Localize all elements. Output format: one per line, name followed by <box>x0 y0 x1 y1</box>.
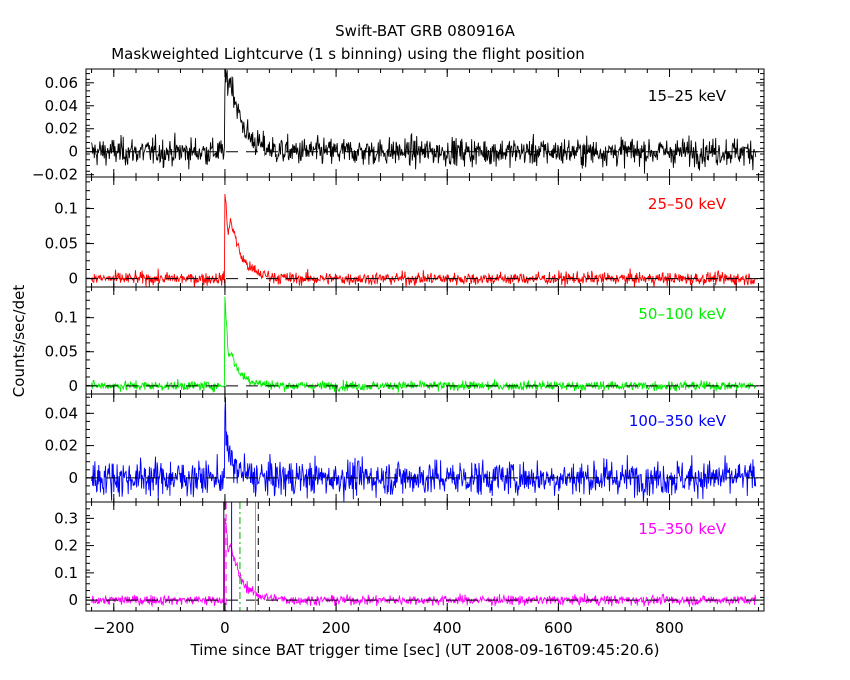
y-tick-label: 0.06 <box>45 74 78 92</box>
y-tick-label: 0.3 <box>54 509 78 527</box>
band-label: 15–350 keV <box>638 520 726 538</box>
y-tick-label: 0.1 <box>54 564 78 582</box>
panel-5: 0 0.1 0.2 0.3 15–350 keV <box>54 501 765 612</box>
y-tick-label: 0.04 <box>45 404 78 422</box>
series-line-5 <box>91 518 757 608</box>
series-line-3 <box>91 296 757 393</box>
y-tick-label: 0.2 <box>54 537 78 555</box>
panel-1: −0.02 0 0.02 0.04 0.06 15–25 keV <box>32 68 765 184</box>
panels: −0.02 0 0.02 0.04 0.06 15–25 keV 0 0.05 0.1 25–50… <box>32 68 765 612</box>
x-tick-label: 200 <box>322 619 351 637</box>
series-line-2 <box>91 194 756 288</box>
x-tick-label: 600 <box>544 619 573 637</box>
y-tick-label: 0.1 <box>54 309 78 327</box>
panel-2: 0 0.05 0.1 25–50 keV <box>45 176 765 288</box>
series-line-4 <box>91 397 757 503</box>
x-tick-label: −200 <box>93 619 134 637</box>
chart-title: Swift-BAT GRB 080916A <box>335 22 515 40</box>
x-tick-label: 0 <box>220 619 230 637</box>
y-tick-label: 0.05 <box>45 343 78 361</box>
chart-subtitle: Maskweighted Lightcurve (1 s binning) us… <box>111 45 585 63</box>
y-axis-label: Counts/sec/det <box>10 285 28 398</box>
x-axis-ticks: −200 0 200 400 600 800 <box>93 619 684 637</box>
band-label: 100–350 keV <box>629 412 727 430</box>
y-tick-label: 0.04 <box>45 97 78 115</box>
x-tick-label: 400 <box>433 619 462 637</box>
y-tick-label: 0.02 <box>45 120 78 138</box>
y-tick-label: 0.05 <box>45 235 78 253</box>
panel-4: 0 0.02 0.04 100–350 keV <box>45 393 765 503</box>
panel-frame <box>85 68 765 178</box>
y-tick-label: 0.02 <box>45 437 78 455</box>
panel-frame <box>85 176 765 288</box>
y-tick-label: 0 <box>68 270 78 288</box>
band-label: 15–25 keV <box>648 87 727 105</box>
y-tick-label: 0 <box>68 377 78 395</box>
x-tick-label: 800 <box>655 619 684 637</box>
y-tick-label: 0.1 <box>54 200 78 218</box>
band-label: 25–50 keV <box>648 195 727 213</box>
series-line-1 <box>91 68 757 174</box>
x-axis-label: Time since BAT trigger time [sec] (UT 20… <box>190 641 660 659</box>
panel-frame <box>85 286 765 395</box>
y-tick-label: 0 <box>68 469 78 487</box>
panel-3: 0 0.05 0.1 50–100 keV <box>45 286 765 395</box>
y-tick-label: 0 <box>68 591 78 609</box>
band-label: 50–100 keV <box>638 305 726 323</box>
y-tick-label: 0 <box>68 143 78 161</box>
y-tick-label: −0.02 <box>32 166 78 184</box>
